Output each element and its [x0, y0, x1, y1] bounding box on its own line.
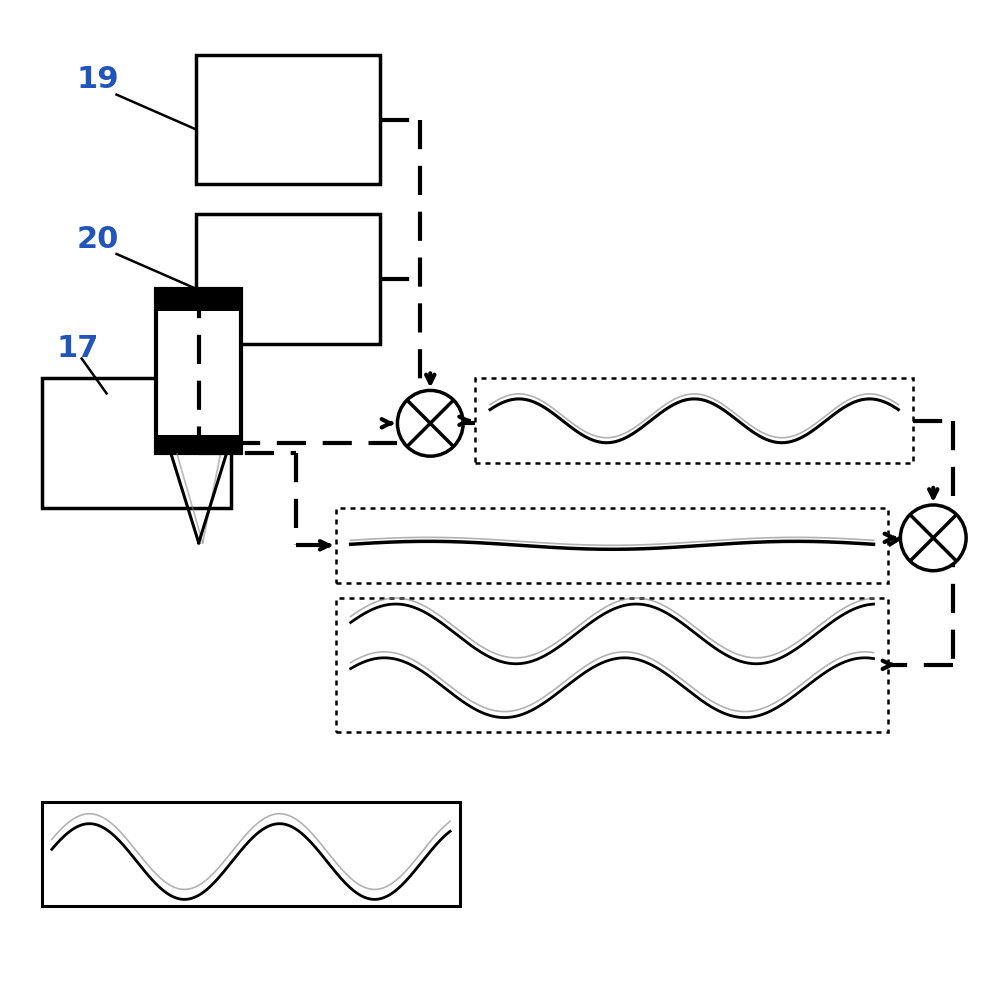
- Bar: [196, 214, 380, 344]
- Bar: [336, 508, 888, 583]
- Bar: [196, 55, 380, 184]
- Text: 20: 20: [77, 224, 119, 254]
- Text: 17: 17: [57, 334, 99, 364]
- Text: 19: 19: [77, 65, 119, 95]
- Bar: [156, 289, 241, 311]
- Circle shape: [900, 505, 966, 571]
- Bar: [42, 378, 231, 508]
- Bar: [42, 802, 460, 906]
- Bar: [156, 289, 241, 453]
- Bar: [475, 378, 913, 463]
- Circle shape: [397, 390, 463, 456]
- Bar: [156, 435, 241, 453]
- Bar: [336, 598, 888, 732]
